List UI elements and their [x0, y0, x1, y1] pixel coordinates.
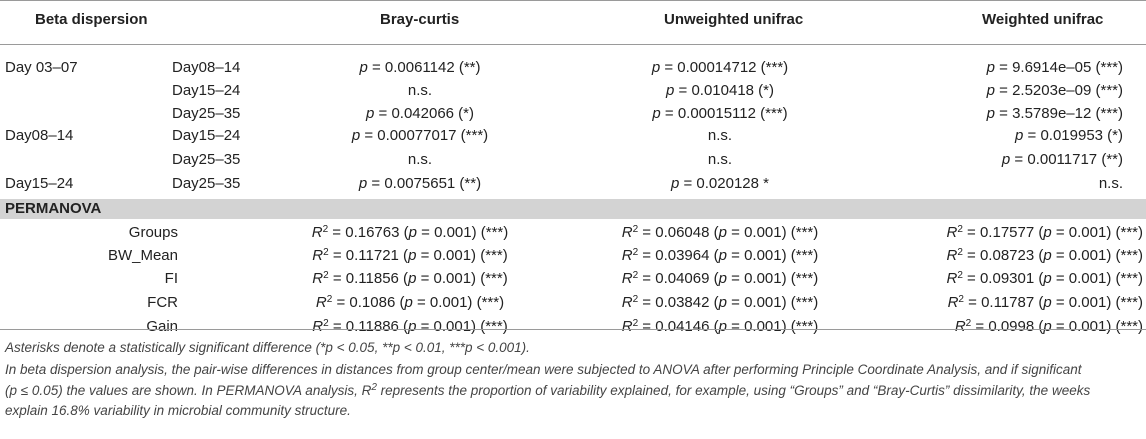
permanova-row-label: Gain [146, 318, 178, 335]
beta-row-compare: Day25–35 [172, 151, 241, 168]
header-rule [0, 44, 1146, 45]
permanova-cell-weighted: R2 = 0.0998 (p = 0.001) (***) [954, 318, 1143, 335]
permanova-row-label: FI [164, 270, 178, 287]
permanova-cell-bray-curtis: R2 = 0.11856 (p = 0.001) (***) [312, 270, 508, 287]
beta-row-compare: Day25–35 [172, 175, 241, 192]
permanova-cell-weighted: R2 = 0.08723 (p = 0.001) (***) [946, 247, 1143, 264]
beta-cell-weighted: p = 0.019953 (*) [1015, 127, 1123, 144]
permanova-cell-unweighted: R2 = 0.06048 (p = 0.001) (***) [621, 224, 819, 241]
beta-cell-unweighted: p = 0.010418 (*) [666, 82, 774, 99]
header-weighted-unifrac: Weighted unifrac [982, 11, 1104, 28]
beta-cell-bray-curtis: p = 0.0061142 (**) [359, 59, 481, 76]
beta-cell-unweighted: p = 0.00014712 (***) [651, 59, 789, 76]
footnote-asterisks: Asterisks denote a statistically signifi… [5, 340, 530, 355]
footnote-method-line-1: In beta dispersion analysis, the pair-wi… [5, 362, 1082, 377]
permanova-band [0, 199, 1146, 219]
permanova-cell-weighted: R2 = 0.09301 (p = 0.001) (***) [946, 270, 1143, 287]
permanova-cell-unweighted: R2 = 0.04146 (p = 0.001) (***) [621, 318, 819, 335]
beta-cell-weighted: p = 9.6914e–05 (***) [986, 59, 1123, 76]
permanova-row-label: Groups [128, 224, 178, 241]
header-unweighted-unifrac: Unweighted unifrac [664, 11, 804, 28]
permanova-cell-bray-curtis: R2 = 0.16763 (p = 0.001) (***) [311, 224, 509, 241]
permanova-cell-bray-curtis: R2 = 0.1086 (p = 0.001) (***) [315, 294, 505, 311]
permanova-cell-unweighted: R2 = 0.04069 (p = 0.001) (***) [621, 270, 819, 287]
beta-cell-unweighted: p = 0.00015112 (***) [652, 105, 788, 122]
beta-cell-unweighted: n.s. [707, 127, 733, 144]
permanova-cell-bray-curtis: R2 = 0.11886 (p = 0.001) (***) [312, 318, 508, 335]
beta-row-compare: Day15–24 [172, 82, 241, 99]
permanova-row-label: BW_Mean [107, 247, 178, 264]
beta-cell-bray-curtis: n.s. [407, 151, 433, 168]
beta-row-group: Day15–24 [5, 175, 74, 192]
beta-cell-unweighted: p = 0.020128 * [670, 175, 769, 192]
footnote-method-line-2: (p ≤ 0.05) the values are shown. In PERM… [5, 382, 1091, 399]
header-bray-curtis: Bray-curtis [380, 11, 460, 28]
beta-cell-bray-curtis: n.s. [407, 82, 433, 99]
beta-cell-weighted: p = 3.5789e–12 (***) [986, 105, 1123, 122]
permanova-row-label: FCR [147, 294, 178, 311]
footnote-method-line-3: explain 16.8% variability in microbial c… [5, 403, 351, 418]
beta-cell-bray-curtis: p = 0.042066 (*) [366, 105, 474, 122]
beta-row-compare: Day15–24 [172, 127, 241, 144]
beta-row-compare: Day08–14 [172, 59, 241, 76]
top-rule [0, 0, 1146, 1]
beta-cell-unweighted: n.s. [707, 151, 733, 168]
permanova-label: PERMANOVA [5, 200, 102, 217]
permanova-cell-unweighted: R2 = 0.03842 (p = 0.001) (***) [621, 294, 819, 311]
bottom-rule [0, 329, 1146, 330]
beta-row-group: Day08–14 [5, 127, 74, 144]
permanova-cell-unweighted: R2 = 0.03964 (p = 0.001) (***) [621, 247, 819, 264]
beta-cell-weighted: n.s. [1098, 175, 1123, 192]
header-beta-dispersion: Beta dispersion [35, 11, 148, 28]
beta-cell-bray-curtis: p = 0.0075651 (**) [358, 175, 482, 192]
beta-cell-weighted: p = 2.5203e–09 (***) [986, 82, 1123, 99]
permanova-cell-bray-curtis: R2 = 0.11721 (p = 0.001) (***) [312, 247, 508, 264]
permanova-cell-weighted: R2 = 0.17577 (p = 0.001) (***) [946, 224, 1143, 241]
permanova-cell-weighted: R2 = 0.11787 (p = 0.001) (***) [947, 294, 1143, 311]
beta-row-group: Day 03–07 [5, 59, 78, 76]
beta-cell-weighted: p = 0.0011717 (**) [1001, 151, 1123, 168]
beta-cell-bray-curtis: p = 0.00077017 (***) [351, 127, 489, 144]
beta-row-compare: Day25–35 [172, 105, 241, 122]
